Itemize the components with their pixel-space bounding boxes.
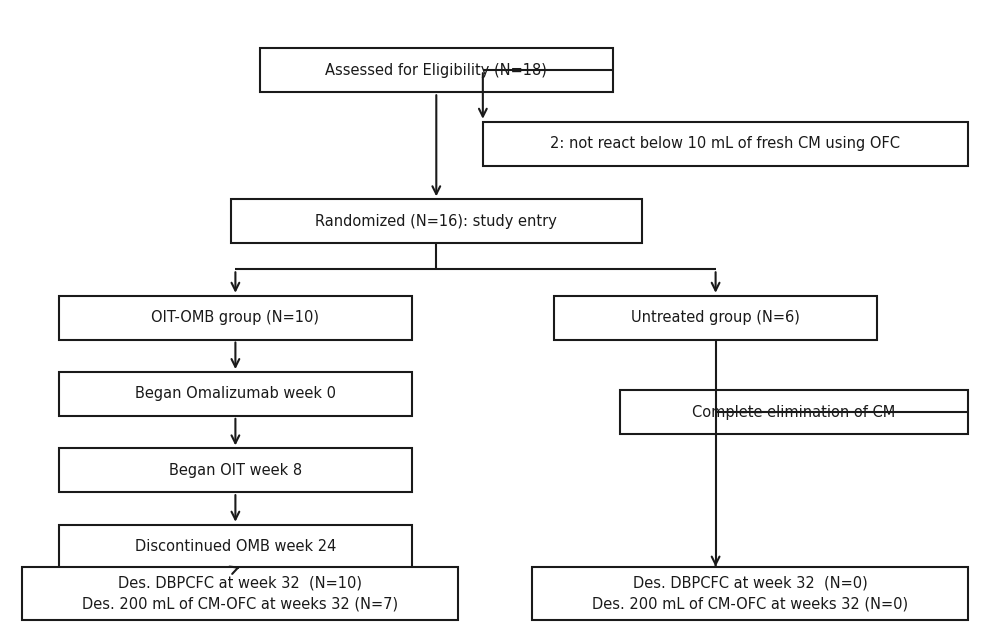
FancyBboxPatch shape [22,567,458,621]
Text: Untreated group (N=6): Untreated group (N=6) [631,310,800,325]
FancyBboxPatch shape [59,372,412,416]
Text: 2: not react below 10 mL of fresh CM using OFC: 2: not react below 10 mL of fresh CM usi… [550,136,900,151]
Text: Discontinued OMB week 24: Discontinued OMB week 24 [135,539,336,554]
Text: Began Omalizumab week 0: Began Omalizumab week 0 [135,386,336,401]
FancyBboxPatch shape [554,296,877,340]
FancyBboxPatch shape [483,121,968,166]
Text: Complete elimination of CM: Complete elimination of CM [692,405,896,420]
FancyBboxPatch shape [230,199,642,243]
FancyBboxPatch shape [532,567,968,621]
FancyBboxPatch shape [59,525,412,569]
Text: Des. DBPCFC at week 32  (N=0)
Des. 200 mL of CM-OFC at weeks 32 (N=0): Des. DBPCFC at week 32 (N=0) Des. 200 mL… [592,576,908,612]
FancyBboxPatch shape [260,49,613,92]
Text: OIT-OMB group (N=10): OIT-OMB group (N=10) [151,310,319,325]
Text: Des. DBPCFC at week 32  (N=10)
Des. 200 mL of CM-OFC at weeks 32 (N=7): Des. DBPCFC at week 32 (N=10) Des. 200 m… [82,576,398,612]
Text: Randomized (N=16): study entry: Randomized (N=16): study entry [315,214,557,229]
FancyBboxPatch shape [620,390,968,434]
FancyBboxPatch shape [59,296,412,340]
Text: Assessed for Eligibility (N=18): Assessed for Eligibility (N=18) [325,63,547,78]
Text: Began OIT week 8: Began OIT week 8 [169,463,302,478]
FancyBboxPatch shape [59,449,412,492]
